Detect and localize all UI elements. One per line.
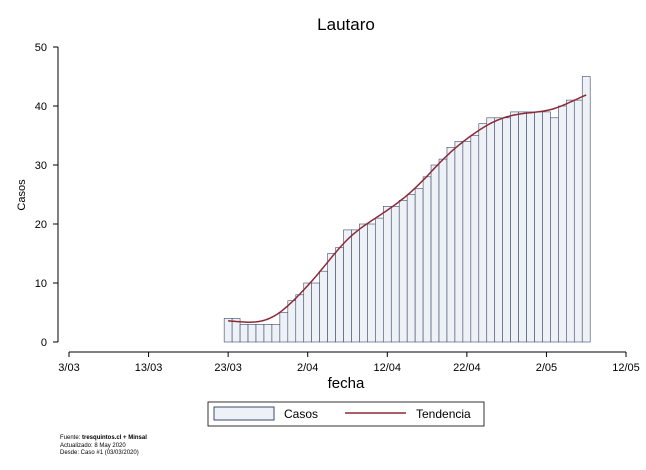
legend-label-casos: Casos xyxy=(284,407,318,421)
legend-swatch-casos xyxy=(213,406,275,421)
y-tick-label: 10 xyxy=(35,278,47,290)
bar xyxy=(518,111,527,343)
bar xyxy=(494,117,503,343)
legend: Casos Tendencia xyxy=(207,401,485,427)
y-tick-label: 30 xyxy=(35,160,47,172)
y-tick-label: 50 xyxy=(35,42,47,54)
bar xyxy=(383,206,392,343)
bar xyxy=(558,105,567,343)
bar xyxy=(446,147,456,343)
bar xyxy=(287,300,297,343)
y-tick-label: 40 xyxy=(35,101,47,113)
bar xyxy=(454,141,464,343)
bar xyxy=(247,323,257,343)
bar xyxy=(486,117,496,343)
y-tick-label: 0 xyxy=(41,337,47,349)
bar xyxy=(478,123,488,343)
bar xyxy=(406,194,416,343)
bars xyxy=(223,76,591,343)
bar xyxy=(398,200,408,343)
bar xyxy=(303,282,312,343)
bar xyxy=(510,111,519,343)
bar xyxy=(414,188,424,343)
x-tick-label: 2/05 xyxy=(536,362,557,374)
trend-line xyxy=(228,94,587,323)
bar xyxy=(470,135,480,343)
bar xyxy=(327,253,336,343)
bar xyxy=(335,247,344,343)
bar xyxy=(422,176,432,343)
bar xyxy=(502,117,511,343)
bar xyxy=(343,229,352,343)
bar xyxy=(295,294,305,343)
source-line: Fuente: tresquintos.cl + Minsal xyxy=(60,435,147,443)
bar xyxy=(566,99,575,343)
bar xyxy=(351,229,360,343)
chart-title: Lautaro xyxy=(317,15,375,34)
bar xyxy=(550,117,559,343)
x-axis-label: fecha xyxy=(328,375,365,392)
y-tick-label: 20 xyxy=(35,219,47,231)
bar xyxy=(462,141,472,343)
bar xyxy=(542,111,551,343)
axes: 0 10 20 30 40 50 3/03 13/03 23/03 2/04 12/04 22/04 2… xyxy=(35,42,640,374)
bar xyxy=(534,111,543,343)
bar xyxy=(223,318,233,343)
x-tick-label: 2/04 xyxy=(297,362,318,374)
updated-line: Actualizado: 8 May 2020 xyxy=(60,442,126,449)
bar xyxy=(430,164,440,343)
bar xyxy=(367,223,376,343)
source-name: tresquintos.cl + Minsal xyxy=(82,435,147,441)
bar xyxy=(526,111,535,343)
source-prefix: Fuente: xyxy=(60,435,83,441)
bar xyxy=(438,158,448,343)
since-line: Desde: Caso #1 (03/03/2020) xyxy=(60,450,139,456)
bar xyxy=(239,323,249,343)
x-tick-label: 22/04 xyxy=(453,362,481,374)
y-axis-label: Casos xyxy=(16,179,28,211)
bar xyxy=(581,76,591,343)
bar xyxy=(263,323,273,343)
bar xyxy=(573,99,583,343)
source-note: Fuente: tresquintos.cl + Minsal Actualiz… xyxy=(60,435,147,458)
bar xyxy=(390,206,400,343)
bar xyxy=(311,282,320,343)
x-tick-label: 3/03 xyxy=(58,362,79,374)
x-tick-label: 23/03 xyxy=(214,362,242,374)
x-tick-label: 12/05 xyxy=(612,362,640,374)
bar xyxy=(359,223,368,343)
bar xyxy=(271,323,281,343)
bar xyxy=(255,323,265,343)
legend-label-tendencia: Tendencia xyxy=(416,407,471,421)
x-tick-label: 13/03 xyxy=(135,362,163,374)
bar xyxy=(279,312,289,343)
x-tick-label: 12/04 xyxy=(374,362,402,374)
bar xyxy=(375,217,384,343)
bar xyxy=(319,270,328,343)
